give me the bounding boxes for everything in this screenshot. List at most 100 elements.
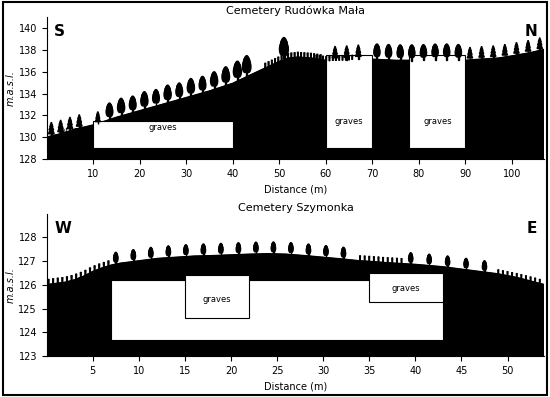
Polygon shape [236,244,239,249]
Polygon shape [50,122,53,127]
Polygon shape [188,81,191,88]
Polygon shape [148,251,151,257]
Polygon shape [358,56,359,59]
Bar [93,121,233,148]
Polygon shape [421,45,426,57]
Text: W: W [54,221,71,236]
Polygon shape [491,48,496,53]
Polygon shape [491,50,496,56]
Polygon shape [211,76,214,86]
Polygon shape [167,98,168,103]
Polygon shape [515,42,518,46]
Polygon shape [201,247,203,254]
Polygon shape [447,259,450,265]
Polygon shape [356,47,361,52]
Polygon shape [77,117,81,122]
Polygon shape [109,116,110,120]
Polygon shape [400,49,403,57]
Polygon shape [355,50,361,56]
Polygon shape [446,257,448,262]
Polygon shape [167,87,170,95]
Polygon shape [468,52,472,58]
Polygon shape [375,44,379,52]
Polygon shape [387,44,390,53]
Polygon shape [202,78,205,85]
Polygon shape [118,99,124,112]
Polygon shape [290,243,292,249]
Polygon shape [537,40,542,45]
Polygon shape [484,269,485,272]
Polygon shape [290,244,293,249]
Polygon shape [238,246,240,252]
Polygon shape [254,245,256,252]
Polygon shape [388,48,392,57]
Polygon shape [131,252,134,259]
Polygon shape [409,254,411,259]
Polygon shape [200,78,203,85]
Polygon shape [332,51,338,58]
Polygon shape [243,61,248,73]
Polygon shape [221,247,223,253]
Polygon shape [184,245,188,254]
Polygon shape [326,249,328,255]
Polygon shape [409,256,411,262]
Polygon shape [223,69,226,77]
Polygon shape [95,116,101,121]
Polygon shape [244,58,248,67]
Bar [111,280,443,339]
Polygon shape [189,79,193,89]
Polygon shape [219,245,221,250]
Polygon shape [272,243,274,249]
Polygon shape [345,46,348,50]
Polygon shape [446,256,449,265]
Polygon shape [68,119,72,125]
Polygon shape [246,61,251,73]
Polygon shape [225,81,226,86]
Polygon shape [386,45,391,57]
Polygon shape [324,246,327,252]
Polygon shape [76,119,82,126]
Polygon shape [528,51,529,54]
Polygon shape [333,48,337,54]
Polygon shape [456,44,460,53]
Polygon shape [120,100,124,108]
Polygon shape [167,247,170,256]
Polygon shape [222,71,227,82]
Polygon shape [289,246,292,252]
Polygon shape [131,250,135,259]
Polygon shape [447,264,448,268]
Polygon shape [504,55,505,58]
Polygon shape [538,38,541,42]
Polygon shape [429,257,431,264]
Polygon shape [131,96,135,105]
Title: Cemetery Szymonka: Cemetery Szymonka [238,203,354,213]
Polygon shape [211,74,215,81]
Polygon shape [254,243,256,249]
Polygon shape [307,245,310,254]
Polygon shape [280,40,284,50]
Polygon shape [466,260,467,265]
Polygon shape [156,102,157,106]
Polygon shape [344,48,349,54]
Text: S: S [54,24,65,39]
Polygon shape [132,250,135,256]
Polygon shape [398,45,402,54]
Polygon shape [114,253,118,262]
Polygon shape [342,249,344,254]
Polygon shape [423,56,424,60]
Polygon shape [188,79,194,93]
Polygon shape [58,122,63,128]
Polygon shape [190,92,191,96]
Polygon shape [114,254,116,259]
Polygon shape [153,91,158,103]
Polygon shape [326,247,328,252]
Bar [410,55,465,148]
Polygon shape [466,261,468,268]
Polygon shape [149,248,152,257]
Polygon shape [176,87,180,96]
Polygon shape [410,254,412,259]
Polygon shape [96,112,99,116]
Polygon shape [409,253,412,262]
Polygon shape [289,243,293,252]
Polygon shape [458,46,461,53]
